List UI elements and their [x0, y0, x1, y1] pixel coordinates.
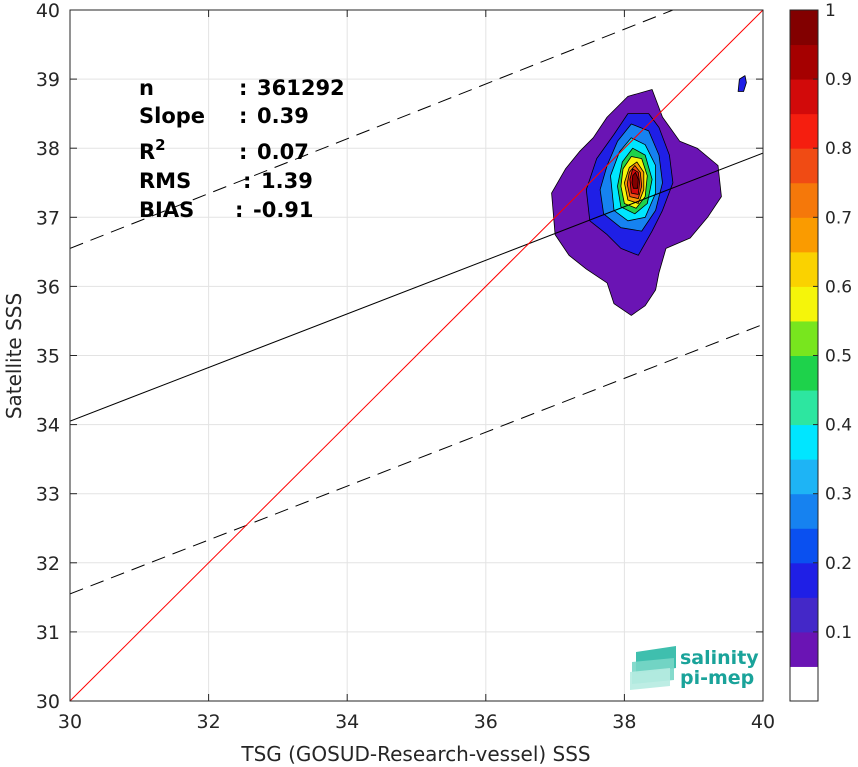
stat-label-bias: BIAS [139, 198, 194, 222]
logo-mark-icon [630, 646, 676, 690]
colorbar-tick-label: 0.6 [825, 277, 852, 297]
regression-line [70, 152, 763, 422]
y-tick-label: 37 [36, 207, 60, 229]
x-tick-label: 30 [58, 711, 82, 733]
colorbar-tick-label: 0.8 [825, 139, 852, 159]
colorbar-tick-label: 0.7 [825, 208, 852, 228]
stat-separator: : [235, 198, 243, 222]
colorbar-tick-label: 0.1 [825, 623, 852, 643]
identity-line [70, 10, 763, 701]
density-outlier [737, 75, 747, 92]
colorbar-swatch [790, 320, 818, 356]
colorbar-tick-label: 0.3 [825, 485, 852, 505]
y-tick-label: 33 [36, 484, 60, 506]
colorbar-swatch [790, 666, 818, 702]
y-tick-label: 31 [36, 622, 60, 644]
y-tick-label: 39 [36, 69, 60, 91]
x-tick-label: 38 [612, 711, 636, 733]
stat-label-n: n [139, 76, 154, 100]
y-tick-label: 38 [36, 138, 60, 160]
colorbar-tick-label: 0.4 [825, 416, 852, 436]
colorbar-swatch [790, 286, 818, 322]
y-tick-label: 35 [36, 346, 60, 368]
axis-ticks: 30 32 34 36 38 40 30 31 32 33 34 35 36 37 38 39 40 [36, 0, 775, 733]
stat-label-text: Slope [139, 104, 205, 128]
stat-value-rms: 1.39 [261, 169, 313, 193]
x-tick-label: 40 [751, 711, 775, 733]
colorbar-tick-label: 0.9 [825, 70, 852, 90]
stat-value-slope: 0.39 [257, 104, 309, 128]
colorbar-swatch [790, 597, 818, 633]
stat-separator: : [239, 104, 247, 128]
stat-label-superscript: 2 [155, 136, 165, 154]
y-tick-label: 40 [36, 0, 60, 22]
stat-value-r: 0.07 [257, 140, 309, 164]
y-tick-label: 32 [36, 553, 60, 575]
x-tick-label: 32 [197, 711, 221, 733]
colorbar-swatch [790, 113, 818, 149]
colorbar-swatch [790, 251, 818, 287]
lower-bound-dashed-line [70, 323, 763, 595]
x-tick-label: 36 [474, 711, 498, 733]
y-axis-title: Satellite SSS [2, 293, 26, 419]
density-contour-0-95 [631, 171, 639, 189]
colorbar-swatch [790, 79, 818, 115]
grid-lines [69, 9, 764, 702]
colorbar-swatch [790, 10, 818, 46]
colorbar-swatch [790, 459, 818, 495]
colorbar-swatch [790, 355, 818, 391]
colorbar-swatch [790, 562, 818, 598]
stat-label-text: RMS [139, 169, 191, 193]
stat-label-text: R [139, 140, 155, 164]
logo-line2: pi-mep [680, 667, 754, 689]
stat-label-r: R2 [139, 136, 166, 164]
stat-label-slope: Slope [139, 104, 205, 128]
colorbar-tick-label: 0.2 [825, 554, 852, 574]
stat-separator: : [239, 140, 247, 164]
colorbar-swatch [790, 148, 818, 184]
y-tick-label: 36 [36, 276, 60, 298]
colorbar: 0.1 0.2 0.3 0.4 0.5 0.6 0.7 0.8 0.9 1 [789, 1, 852, 702]
colorbar-tick-label: 1 [825, 1, 836, 21]
colorbar-swatch [790, 44, 818, 80]
stat-separator: : [243, 169, 251, 193]
y-tick-label: 30 [36, 691, 60, 713]
stat-label-text: n [139, 76, 154, 100]
y-tick-label: 34 [36, 415, 60, 437]
colorbar-swatch [790, 424, 818, 460]
stat-label-rms: RMS [139, 169, 191, 193]
x-tick-label: 34 [335, 711, 359, 733]
colorbar-tick-label: 0.5 [825, 347, 852, 367]
reference-lines [70, 10, 763, 701]
x-axis-title: TSG (GOSUD-Research-vessel) SSS [240, 742, 590, 766]
stat-value-bias: -0.91 [253, 198, 314, 222]
colorbar-swatch [790, 528, 818, 564]
logo-line1: salinity [680, 647, 759, 669]
salinity-pi-mep-logo: salinity pi-mep [630, 646, 759, 690]
colorbar-swatch [790, 182, 818, 218]
colorbar-swatch [790, 493, 818, 529]
colorbar-swatch [790, 217, 818, 253]
stat-label-text: BIAS [139, 198, 194, 222]
colorbar-swatch [790, 631, 818, 667]
stat-value-n: 361292 [257, 76, 345, 100]
stat-separator: : [239, 76, 247, 100]
colorbar-swatch [790, 390, 818, 426]
upper-bound-dashed-line [70, 10, 674, 249]
